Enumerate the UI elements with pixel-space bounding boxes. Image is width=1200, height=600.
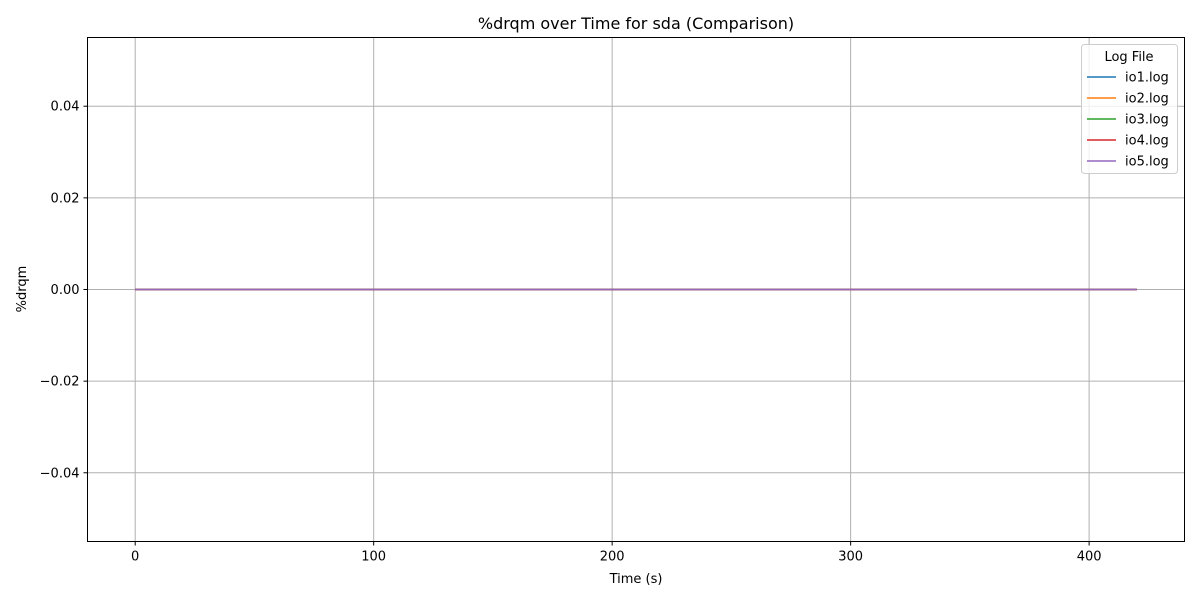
y-axis-ticks: −0.04 −0.02 0.00 0.02 0.04 [40,100,88,481]
x-tick-label: 400 [1077,550,1102,565]
y-tick-label: 0.04 [51,100,80,115]
legend-items: io1.log io2.log io3.log io4.log io5.log [1087,71,1169,170]
y-tick-label: 0.02 [51,191,80,206]
legend: Log File io1.log io2.log io3.log io4.log io5… [1081,44,1178,174]
x-tick-label: 0 [131,550,139,565]
y-tick-label: 0.00 [51,283,80,298]
legend-label: io3.log [1125,113,1169,128]
legend-label: io1.log [1125,71,1169,86]
legend-title: Log File [1104,50,1153,65]
x-tick-label: 200 [600,550,625,565]
chart-title: %drqm over Time for sda (Comparison) [478,14,794,33]
legend-label: io2.log [1125,92,1169,107]
x-axis-label: Time (s) [609,572,663,587]
x-tick-label: 300 [838,550,863,565]
legend-label: io4.log [1125,134,1169,149]
y-axis-label: %drqm [15,266,30,313]
x-tick-label: 100 [361,550,386,565]
legend-label: io5.log [1125,155,1169,170]
y-tick-label: −0.04 [40,466,80,481]
y-tick-label: −0.02 [40,375,80,390]
x-axis-ticks: 0 100 200 300 400 [131,541,1102,565]
